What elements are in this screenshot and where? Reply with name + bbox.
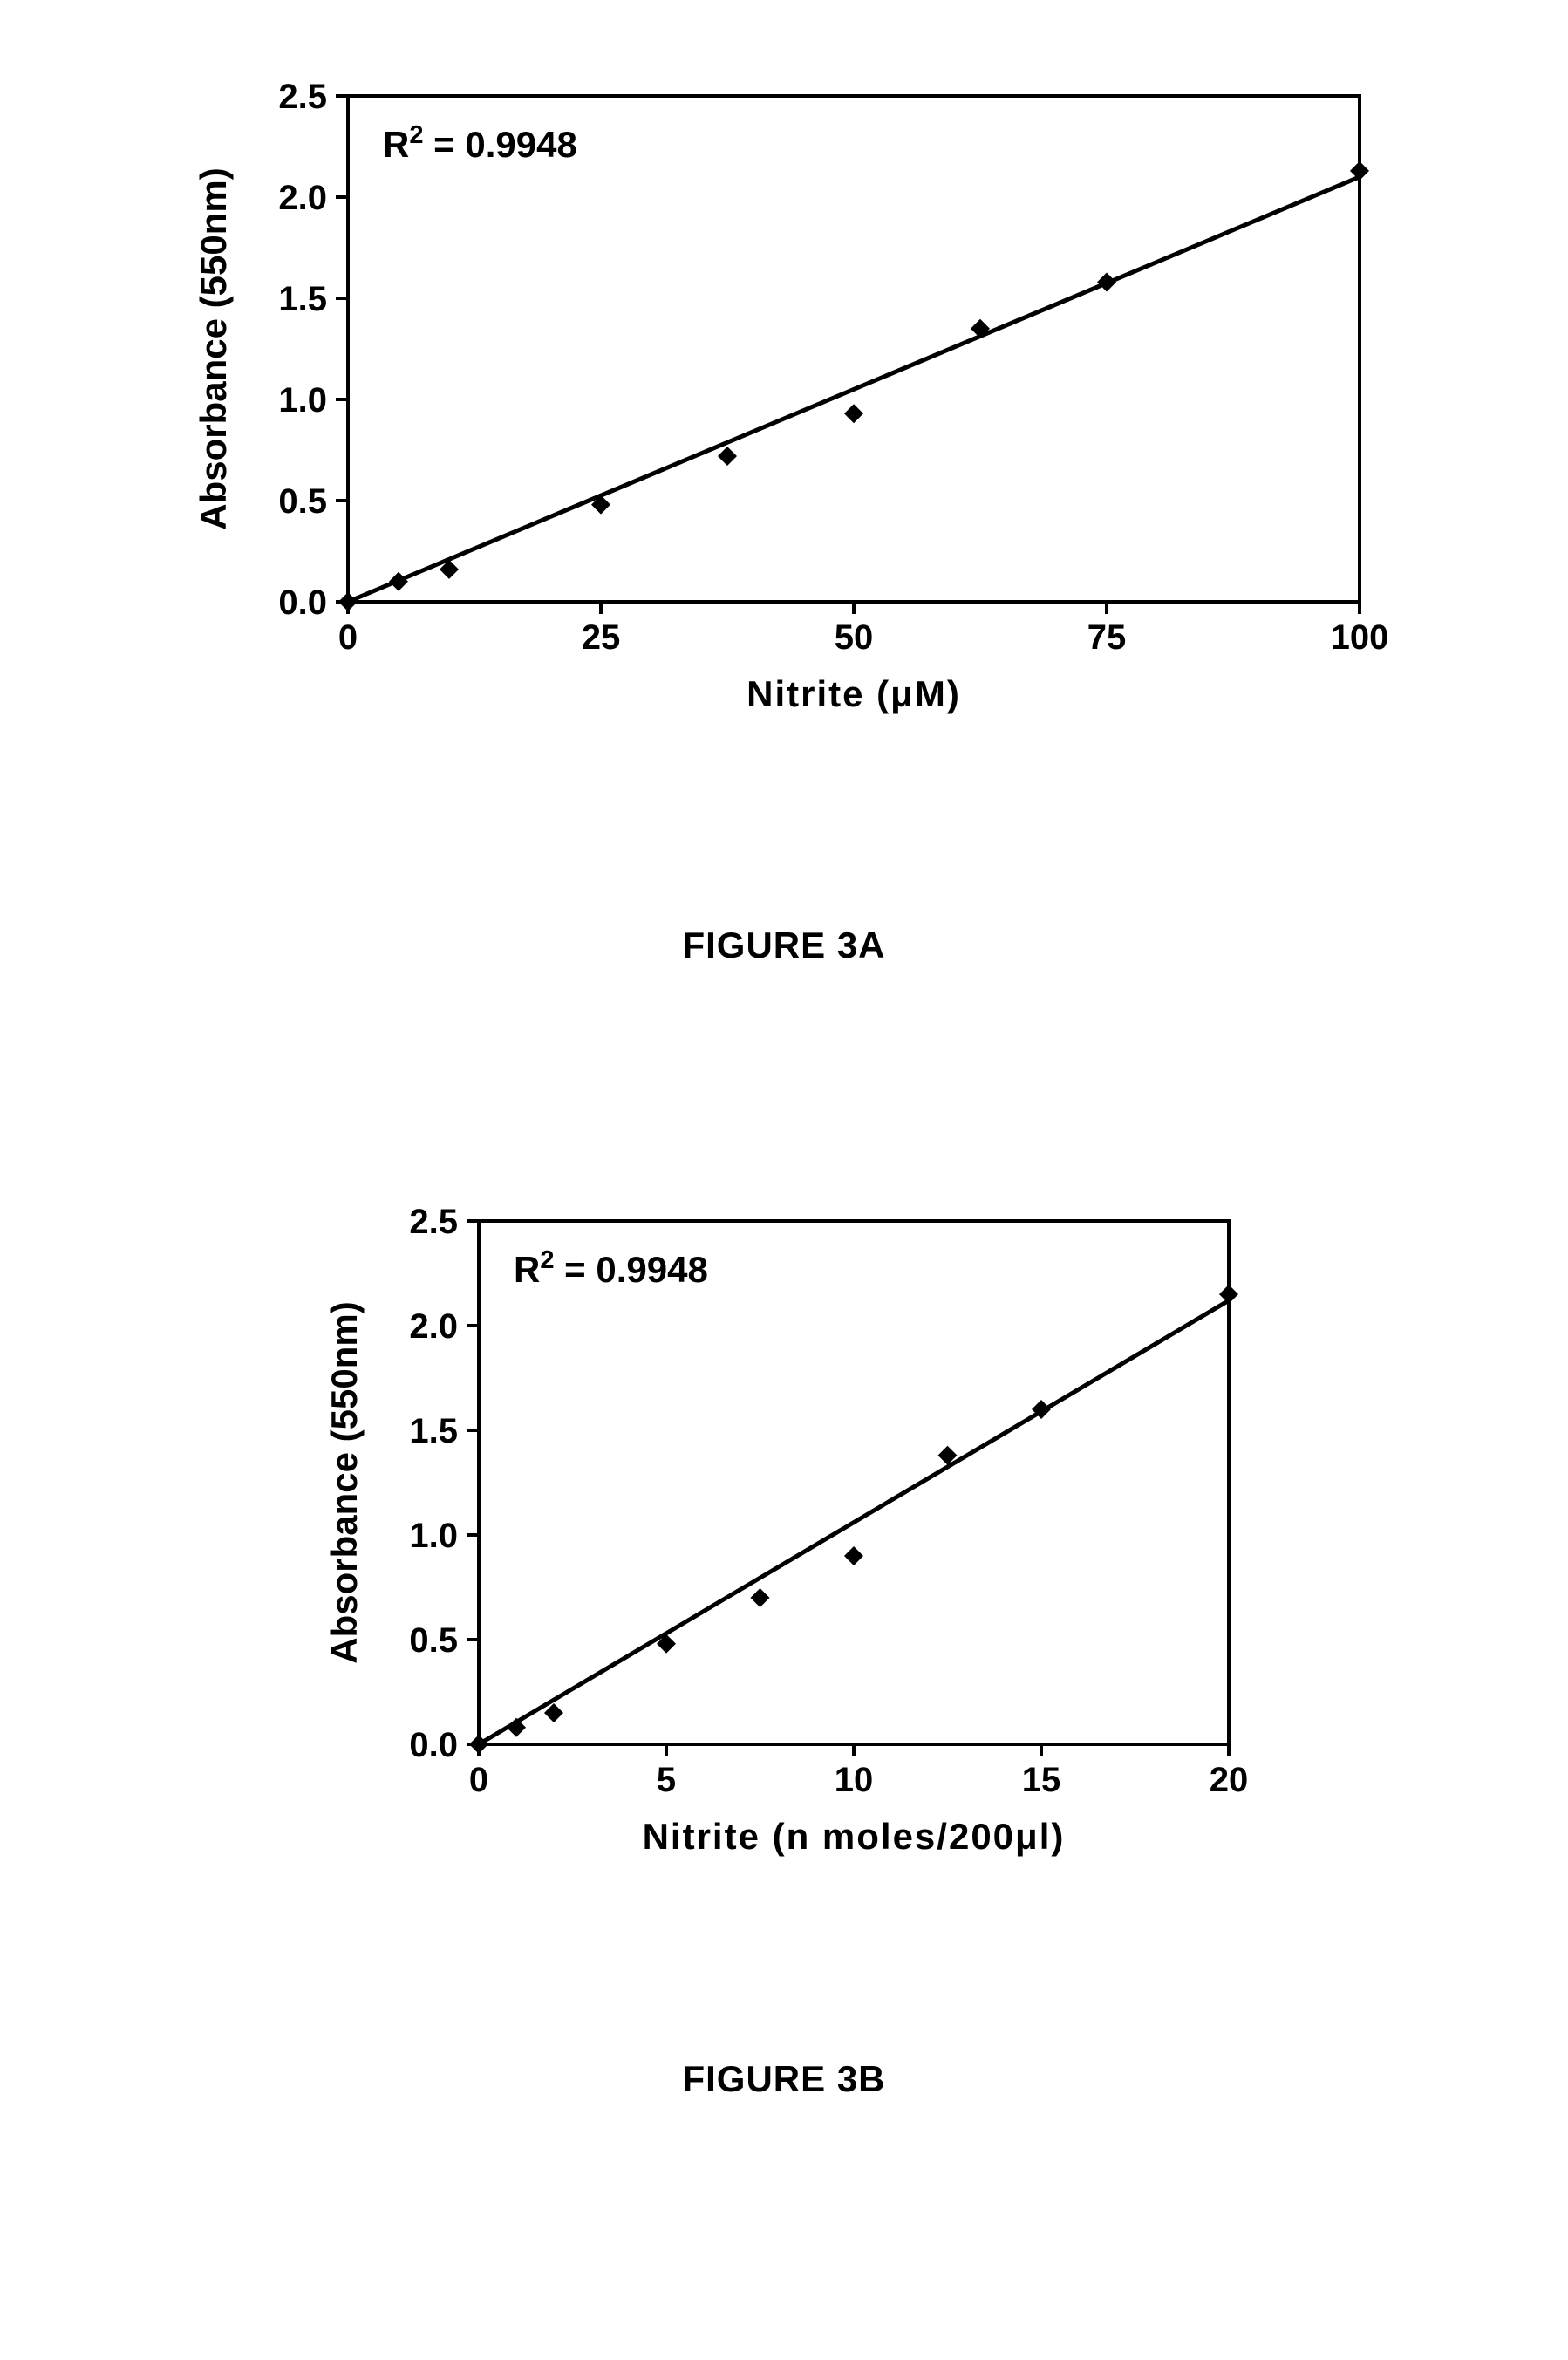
xtick-label: 0 [338,618,358,657]
x-axis-label: Nitrite (n moles/200μl) [643,1816,1066,1857]
plot-border [479,1221,1229,1744]
ytick-label: 0.5 [409,1621,458,1660]
xtick-label: 5 [657,1761,676,1799]
xtick-label: 15 [1022,1761,1061,1799]
page: 0.00.51.01.52.02.50255075100R2 = 0.9948N… [0,0,1568,2360]
xtick-label: 20 [1210,1761,1249,1799]
xtick-label: 0 [469,1761,488,1799]
x-axis-label: Nitrite (μM) [747,673,961,714]
ytick-label: 1.0 [278,381,327,419]
ytick-label: 2.0 [409,1307,458,1346]
figure-3b-block: 0.00.51.01.52.02.505101520R2 = 0.9948Nit… [304,1186,1264,1871]
ytick-label: 2.5 [409,1203,458,1241]
figure-3b-caption: FIGURE 3B [304,2058,1264,2100]
xtick-label: 100 [1331,618,1389,657]
y-axis-label: Absorbance (550nm) [324,1301,365,1663]
ytick-label: 2.0 [278,179,327,217]
figure-3a-caption: FIGURE 3A [174,924,1394,966]
figure-3a-block: 0.00.51.01.52.02.50255075100R2 = 0.9948N… [174,61,1394,728]
chart-3a: 0.00.51.01.52.02.50255075100R2 = 0.9948N… [174,61,1394,724]
ytick-label: 1.5 [278,280,327,318]
chart-3b: 0.00.51.01.52.02.505101520R2 = 0.9948Nit… [304,1186,1264,1866]
ytick-label: 1.0 [409,1517,458,1555]
ytick-label: 0.0 [409,1726,458,1764]
ytick-label: 0.0 [278,583,327,622]
xtick-label: 50 [835,618,874,657]
xtick-label: 25 [582,618,621,657]
xtick-label: 75 [1087,618,1127,657]
plot-border [348,96,1360,602]
ytick-label: 1.5 [409,1412,458,1450]
xtick-label: 10 [835,1761,874,1799]
ytick-label: 0.5 [278,482,327,521]
y-axis-label: Absorbance (550nm) [193,167,234,529]
ytick-label: 2.5 [278,78,327,116]
